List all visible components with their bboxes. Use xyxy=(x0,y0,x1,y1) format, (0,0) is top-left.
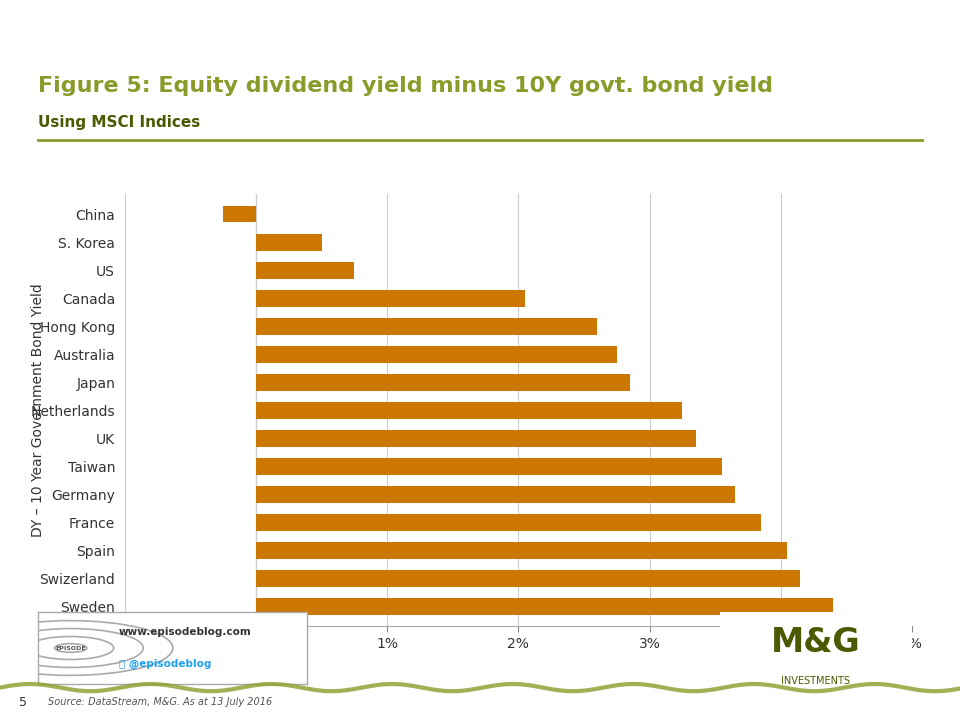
Text: DY – 10 Year Government Bond Yield: DY – 10 Year Government Bond Yield xyxy=(32,284,45,537)
Text: www.episodeblog.com: www.episodeblog.com xyxy=(119,627,252,637)
Bar xyxy=(256,234,322,251)
Bar xyxy=(256,346,616,363)
Bar xyxy=(256,542,787,559)
Bar xyxy=(256,458,722,475)
Bar xyxy=(256,262,354,279)
Text: M&G: M&G xyxy=(771,626,861,659)
Bar xyxy=(256,514,761,531)
Text: 5: 5 xyxy=(19,696,27,708)
Text: Figure 5: Equity dividend yield minus 10Y govt. bond yield: Figure 5: Equity dividend yield minus 10… xyxy=(38,76,774,96)
Bar xyxy=(256,570,801,587)
Bar xyxy=(256,598,833,615)
Bar xyxy=(256,374,630,391)
Text: INVESTMENTS: INVESTMENTS xyxy=(781,676,851,686)
Bar xyxy=(256,430,695,447)
Bar xyxy=(223,206,256,222)
Bar xyxy=(256,486,734,503)
Bar xyxy=(256,318,597,335)
Text: 🐦 @episodeblog: 🐦 @episodeblog xyxy=(119,659,211,669)
Text: EPISODE: EPISODE xyxy=(56,646,86,650)
Bar xyxy=(256,402,683,419)
Text: Source: DataStream, M&G. As at 13 July 2016: Source: DataStream, M&G. As at 13 July 2… xyxy=(48,697,273,707)
Bar xyxy=(256,289,525,307)
Text: Using MSCI Indices: Using MSCI Indices xyxy=(38,115,201,130)
